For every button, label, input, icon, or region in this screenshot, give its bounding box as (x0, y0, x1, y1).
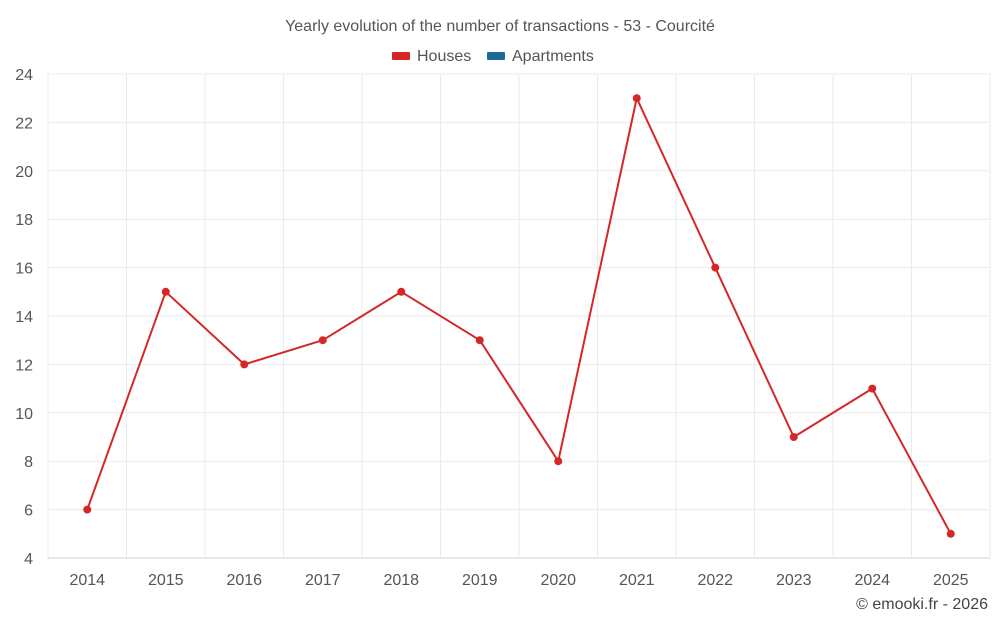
y-tick-label: 20 (15, 164, 33, 181)
x-tick-label: 2014 (69, 572, 105, 589)
chart-title: Yearly evolution of the number of transa… (285, 18, 715, 35)
y-tick-label: 4 (24, 551, 33, 568)
y-tick-label: 16 (15, 261, 33, 278)
credit-text: © emooki.fr - 2026 (856, 596, 988, 613)
x-tick-label: 2017 (305, 572, 341, 589)
y-axis-tick-labels: 4 6 8 10 12 14 16 18 20 22 24 (15, 67, 33, 568)
data-point[interactable] (789, 433, 798, 441)
y-tick-label: 14 (15, 309, 33, 326)
x-tick-label: 2022 (697, 572, 733, 589)
y-tick-label: 10 (15, 406, 33, 423)
x-tick-label: 2024 (854, 572, 890, 589)
data-point[interactable] (318, 336, 327, 345)
data-point[interactable] (475, 336, 484, 345)
legend-swatch-houses[interactable] (392, 52, 410, 60)
series-lines (86, 97, 952, 535)
x-tick-label: 2025 (933, 572, 969, 589)
y-tick-label: 22 (15, 115, 33, 132)
y-tick-label: 24 (15, 67, 33, 84)
legend-label-houses[interactable]: Houses (417, 48, 471, 65)
data-point[interactable] (161, 287, 170, 296)
y-tick-label: 12 (15, 357, 33, 374)
data-point[interactable] (83, 505, 92, 514)
x-tick-label: 2023 (776, 572, 812, 589)
data-point[interactable] (632, 94, 641, 103)
y-tick-label: 8 (24, 454, 33, 471)
data-point[interactable] (397, 287, 406, 296)
y-tick-label: 18 (15, 212, 33, 229)
legend-label-apartments[interactable]: Apartments (512, 48, 594, 65)
legend: Houses Apartments (392, 48, 594, 65)
data-point[interactable] (240, 360, 249, 369)
data-point[interactable] (868, 384, 877, 393)
x-tick-label: 2018 (383, 572, 419, 589)
data-point[interactable] (554, 457, 563, 466)
data-point[interactable] (946, 529, 955, 538)
x-tick-label: 2015 (148, 572, 184, 589)
x-tick-label: 2019 (462, 572, 498, 589)
series-line-houses (86, 97, 952, 535)
series-points (83, 94, 955, 538)
x-axis-tick-labels: 2014 2015 2016 2017 2018 2019 2020 2021 2022 2023… (69, 572, 968, 589)
legend-swatch-apartments[interactable] (487, 52, 505, 60)
y-tick-label: 6 (24, 503, 33, 520)
data-point[interactable] (711, 263, 720, 272)
x-tick-label: 2021 (619, 572, 655, 589)
x-tick-label: 2016 (226, 572, 262, 589)
x-tick-label: 2020 (540, 572, 576, 589)
vertical-gridlines (47, 74, 991, 558)
